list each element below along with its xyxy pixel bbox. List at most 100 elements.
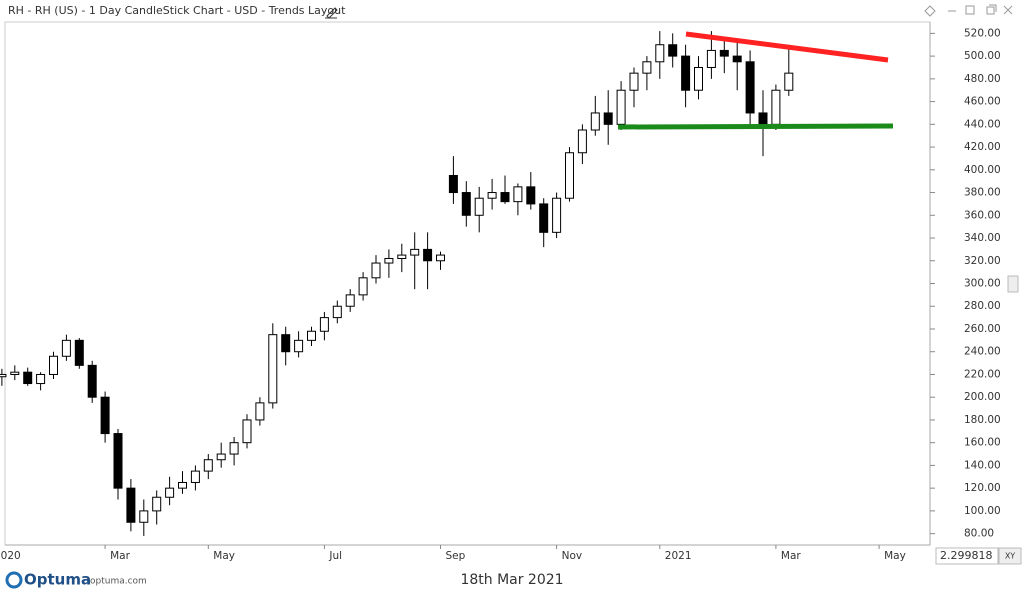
candle-body	[216, 453, 226, 461]
y-tick-label: 260.00	[964, 323, 1001, 335]
x-tick-label: Mar	[781, 550, 801, 562]
y-tick-label: 180.00	[964, 414, 1001, 426]
candle-body	[474, 197, 484, 216]
y-tick-label: 520.00	[964, 27, 1001, 39]
side-tab[interactable]	[1007, 275, 1019, 293]
candle-body	[178, 481, 187, 489]
candle-body	[358, 277, 368, 296]
edit-icon[interactable]	[325, 7, 338, 19]
candle-body	[332, 305, 342, 319]
y-tick-label: 500.00	[964, 50, 1001, 62]
readout-box	[935, 547, 999, 565]
candle-body	[203, 459, 213, 472]
x-tick-label: Jul	[328, 550, 342, 562]
candle-body	[616, 89, 626, 125]
candle-body	[384, 257, 394, 264]
y-tick-label: 280.00	[964, 300, 1001, 312]
candle-body	[642, 61, 652, 74]
candle-body	[784, 72, 794, 91]
y-tick-label: 200.00	[964, 391, 1001, 403]
candle-body	[113, 433, 123, 489]
candle-body	[771, 89, 781, 125]
y-tick-label: 480.00	[964, 73, 1001, 85]
candle-body	[745, 61, 755, 114]
candle-body	[758, 112, 768, 125]
candle-body	[152, 496, 162, 512]
readout: 2.299818	[940, 549, 993, 562]
x-tick-label: Nov	[562, 550, 583, 562]
candle-body	[10, 371, 20, 375]
x-tick-label: May	[884, 550, 906, 562]
candle-body	[526, 186, 536, 205]
chart-title: RH - RH (US) - 1 Day CandleStick Chart -…	[8, 4, 346, 17]
candle-body	[0, 373, 7, 378]
candle-body	[165, 487, 175, 498]
y-tick-label: 440.00	[964, 118, 1001, 130]
candle-body	[513, 186, 523, 203]
y-tick-label: 400.00	[964, 164, 1001, 176]
candle-body	[552, 197, 562, 233]
candle-body	[461, 192, 471, 216]
candle-body	[36, 373, 46, 385]
candle-body	[694, 66, 703, 91]
candle-body	[319, 317, 329, 332]
y-tick-label: 220.00	[964, 368, 1001, 380]
candle-body	[229, 442, 239, 455]
y-tick-label: 240.00	[964, 346, 1001, 358]
brand: Optuma	[24, 571, 91, 589]
candle-body	[410, 248, 420, 256]
candle-body	[126, 487, 136, 523]
candle-body	[139, 510, 149, 523]
candle-body	[436, 254, 445, 262]
candle-body	[61, 339, 71, 357]
candle-body	[294, 339, 304, 353]
candle-body	[307, 330, 316, 341]
y-tick-label: 360.00	[964, 209, 1001, 221]
x-tick-label: 2021	[665, 550, 692, 562]
candle-body	[268, 334, 278, 404]
candle-body	[590, 112, 600, 131]
candle-body	[345, 294, 355, 307]
readout-unit-box[interactable]	[998, 547, 1022, 565]
y-tick-label: 100.00	[964, 505, 1001, 517]
candle-body	[371, 262, 381, 279]
candle-body	[49, 355, 58, 375]
brand-url[interactable]: optuma.com	[90, 577, 147, 587]
logo-mark	[5, 571, 23, 589]
candle-body	[281, 334, 291, 353]
x-tick-label: Sep	[446, 550, 466, 562]
y-tick-label: 320.00	[964, 255, 1001, 267]
y-tick-label: 420.00	[964, 141, 1001, 153]
candle-body	[397, 254, 407, 259]
candle-body	[577, 129, 587, 154]
candle-body	[706, 49, 716, 68]
candle-body	[603, 112, 613, 125]
candle-body	[655, 44, 665, 63]
x-tick-label: May	[213, 550, 235, 562]
candle-body	[242, 419, 252, 444]
candle-body	[629, 72, 639, 91]
y-tick-label: 120.00	[964, 482, 1001, 494]
candle-body	[100, 396, 110, 435]
support-trendline[interactable]	[617, 123, 894, 130]
candle-body	[255, 402, 265, 421]
candle-body	[448, 174, 458, 194]
readout-unit[interactable]: XY	[1005, 552, 1015, 561]
candle-body	[74, 339, 84, 366]
candle-body	[87, 364, 97, 398]
candle-body	[190, 470, 200, 483]
candle-body	[487, 192, 497, 199]
candle-body	[681, 55, 691, 91]
x-tick-label: Mar	[110, 550, 130, 562]
candle-body	[423, 248, 433, 262]
candle-body	[500, 192, 510, 203]
candle-body	[719, 49, 729, 57]
window-controls[interactable]	[924, 4, 1013, 17]
y-tick-label: 80.00	[964, 528, 994, 540]
y-tick-label: 380.00	[964, 187, 1001, 199]
resistance-trendline[interactable]	[685, 31, 889, 63]
candle-body	[539, 203, 549, 233]
y-tick-label: 300.00	[964, 278, 1001, 290]
